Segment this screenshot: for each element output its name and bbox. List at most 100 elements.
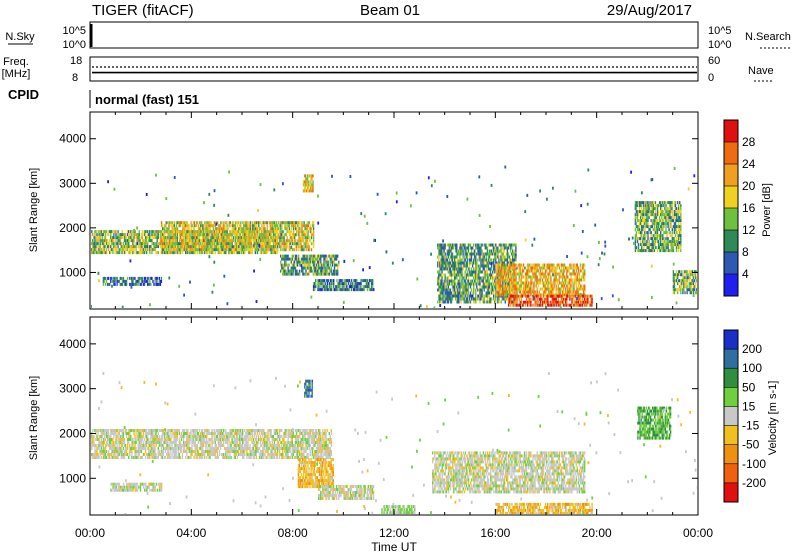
data-cell bbox=[174, 245, 177, 249]
data-cell bbox=[263, 242, 265, 246]
data-cell bbox=[345, 285, 348, 289]
data-cell bbox=[305, 272, 307, 276]
data-cell bbox=[243, 224, 245, 228]
data-cell bbox=[452, 273, 455, 277]
data-cell bbox=[264, 245, 266, 249]
data-cell bbox=[551, 269, 553, 273]
data-cell bbox=[475, 270, 477, 274]
data-cell bbox=[183, 236, 185, 240]
data-cell bbox=[647, 207, 649, 211]
data-cell bbox=[529, 303, 531, 307]
data-cell bbox=[185, 233, 187, 237]
data-cell bbox=[240, 227, 242, 231]
data-cell bbox=[442, 300, 444, 304]
data-cell bbox=[254, 245, 257, 249]
data-cell bbox=[287, 263, 289, 267]
data-cell bbox=[182, 230, 185, 234]
freq-panel: Freq. [MHz] 18 8 60 0 Nave bbox=[2, 55, 774, 84]
data-cell bbox=[244, 224, 246, 228]
data-cell bbox=[204, 230, 206, 234]
data-cell bbox=[513, 303, 515, 307]
data-cell bbox=[137, 239, 139, 243]
data-cell bbox=[646, 207, 648, 211]
data-cell bbox=[446, 291, 448, 295]
data-cell bbox=[122, 279, 125, 283]
data-cell bbox=[439, 273, 441, 277]
data-cell bbox=[231, 224, 234, 228]
data-cell bbox=[529, 284, 531, 288]
data-cell bbox=[500, 261, 502, 265]
data-cell bbox=[437, 288, 439, 292]
data-cell bbox=[548, 294, 550, 298]
data-cell bbox=[295, 272, 298, 276]
data-cell bbox=[438, 258, 440, 262]
data-cell bbox=[239, 245, 241, 249]
data-cell bbox=[471, 273, 474, 277]
data-cell bbox=[468, 273, 471, 277]
data-cell bbox=[528, 275, 530, 279]
data-cell bbox=[647, 243, 649, 247]
data-cell bbox=[653, 234, 656, 238]
data-cell bbox=[514, 284, 516, 288]
data-cell bbox=[513, 269, 515, 273]
data-cell bbox=[253, 221, 256, 225]
data-cell bbox=[116, 242, 118, 246]
data-cell bbox=[335, 285, 337, 289]
data-cell bbox=[650, 219, 652, 223]
data-cell bbox=[458, 285, 460, 289]
data-cell bbox=[147, 245, 149, 249]
data-cell bbox=[500, 264, 502, 268]
data-cell bbox=[580, 300, 583, 304]
data-cell bbox=[468, 261, 471, 265]
data-cell bbox=[131, 248, 133, 252]
data-cell bbox=[144, 239, 147, 243]
data-cell bbox=[647, 231, 649, 235]
data-cell bbox=[534, 278, 536, 282]
data-cell bbox=[211, 251, 213, 255]
data-cell bbox=[269, 221, 272, 225]
data-cell bbox=[281, 263, 283, 267]
data-cell bbox=[533, 294, 535, 298]
data-cell bbox=[465, 267, 467, 271]
data-cell bbox=[440, 297, 442, 301]
data-cell bbox=[276, 242, 278, 246]
data-cell bbox=[343, 288, 345, 292]
data-cell bbox=[242, 230, 244, 234]
data-cell bbox=[555, 266, 557, 270]
data-cell bbox=[584, 278, 586, 282]
data-cell bbox=[503, 243, 505, 247]
data-cell bbox=[183, 245, 186, 249]
data-cell bbox=[311, 174, 313, 178]
data-cell bbox=[498, 300, 500, 304]
data-cell bbox=[462, 255, 464, 259]
data-cell bbox=[331, 282, 334, 286]
data-cell bbox=[519, 278, 521, 282]
data-cell bbox=[148, 245, 150, 249]
data-cell bbox=[286, 239, 288, 243]
data-cell bbox=[501, 255, 503, 259]
data-cell bbox=[288, 221, 291, 225]
data-cell bbox=[509, 290, 511, 294]
data-cell bbox=[303, 189, 306, 193]
data-cell bbox=[502, 290, 505, 294]
data-cell bbox=[566, 284, 568, 288]
data-cell bbox=[225, 221, 227, 225]
data-cell bbox=[459, 285, 461, 289]
data-cell bbox=[164, 245, 166, 249]
data-cell bbox=[291, 233, 294, 237]
data-cell bbox=[455, 261, 457, 265]
data-cell bbox=[579, 263, 582, 267]
data-cell bbox=[587, 297, 589, 301]
data-cell bbox=[183, 245, 185, 249]
data-cell bbox=[495, 255, 497, 259]
data-cell bbox=[265, 230, 267, 234]
data-cell bbox=[561, 281, 564, 285]
data-cell bbox=[223, 221, 225, 225]
data-cell bbox=[156, 279, 158, 283]
data-cell bbox=[562, 266, 565, 270]
data-cell bbox=[473, 258, 475, 262]
data-cell bbox=[448, 273, 451, 277]
data-cell bbox=[273, 233, 276, 237]
data-cell bbox=[118, 236, 120, 240]
data-cell bbox=[478, 288, 480, 292]
